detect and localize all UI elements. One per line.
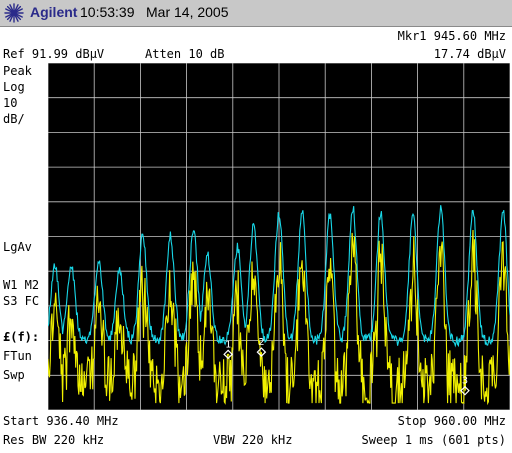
marker-frequency-readout: Mkr1 945.60 MHz — [397, 29, 506, 43]
brand-name: Agilent — [30, 4, 78, 20]
scale-unit-label: dB/ — [3, 112, 25, 126]
resolution-bandwidth: Res BW 220 kHz — [3, 433, 105, 447]
scale-type-label: Log — [3, 80, 25, 94]
function-label-2: FTun — [3, 349, 32, 363]
marker-label-1: 1 — [225, 339, 231, 350]
average-label: LgAv — [3, 240, 32, 254]
marker-diamond-1 — [223, 349, 233, 360]
title-bar: Agilent 10:53:39 Mar 14, 2005 — [0, 0, 512, 27]
sweep-time: Sweep 1 ms (601 pts) — [361, 433, 507, 447]
marker-label-2: 2 — [258, 337, 264, 348]
reference-level: Ref 91.99 dBμV — [3, 47, 105, 61]
function-label-1: £(f): — [3, 330, 40, 344]
video-bandwidth: VBW 220 kHz — [213, 433, 293, 447]
spectrum-display: 1 2 3 — [48, 63, 510, 410]
clock-time: 10:53:39 — [80, 4, 135, 20]
trace-2-line — [48, 229, 510, 406]
marker-label-3: 3 — [462, 376, 468, 387]
function-label-3: Swp — [3, 368, 25, 382]
agilent-spark-icon — [4, 3, 24, 23]
attenuation: Atten 10 dB — [145, 47, 225, 61]
scale-value-label: 10 — [3, 96, 18, 110]
marker-layer: 1 2 3 — [223, 337, 470, 396]
detector-label: Peak — [3, 64, 32, 78]
marker-amplitude-readout: 17.74 dBμV — [433, 47, 506, 61]
stop-frequency: Stop 960.00 MHz — [397, 414, 506, 428]
marker-diamond-3 — [460, 385, 470, 396]
clock-date: Mar 14, 2005 — [146, 4, 229, 20]
trace-1-line — [48, 205, 510, 348]
start-frequency: Start 936.40 MHz — [3, 414, 119, 428]
marker-diamond-2 — [256, 347, 267, 357]
trace-mode-label-2: S3 FC — [3, 294, 40, 308]
trace-mode-label-1: W1 M2 — [3, 278, 40, 292]
